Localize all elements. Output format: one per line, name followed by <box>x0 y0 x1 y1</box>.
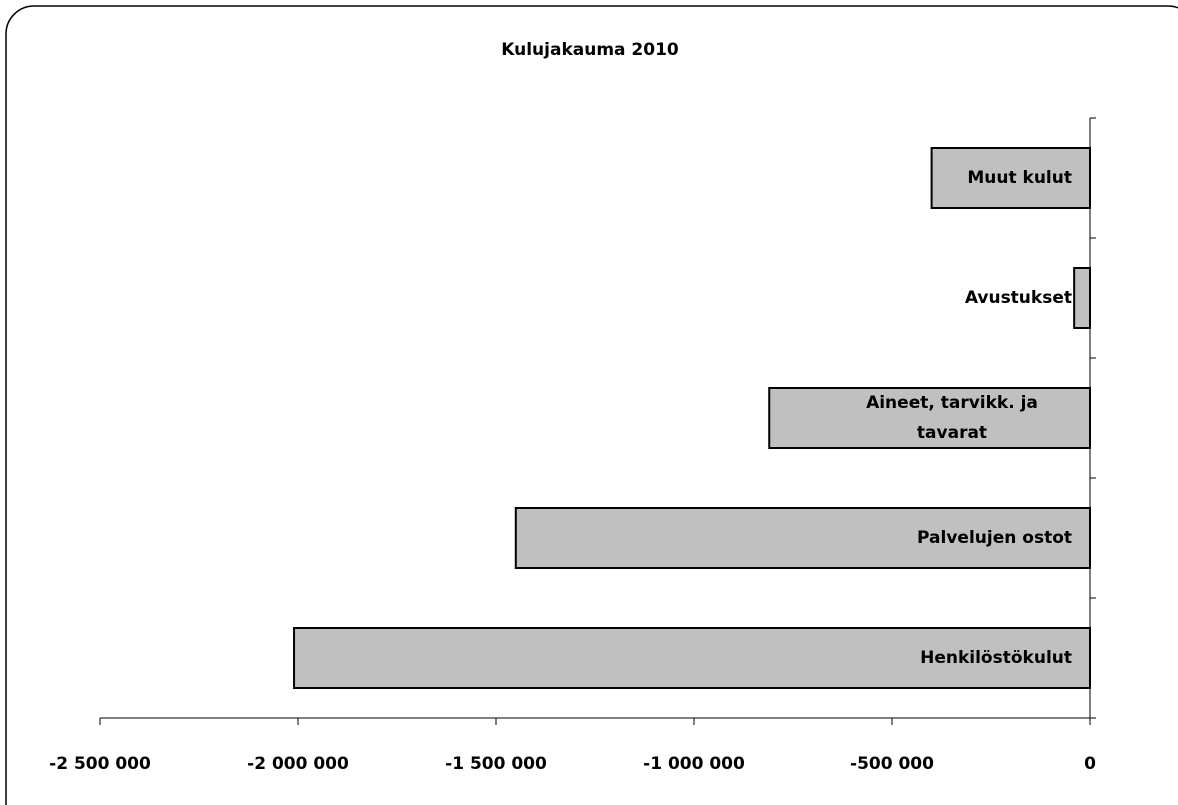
category-label: Muut kulut <box>967 168 1072 188</box>
x-tick-label: -1 500 000 <box>445 754 547 774</box>
x-tick-label: -1 000 000 <box>643 754 745 774</box>
category-label: Palvelujen ostot <box>917 528 1072 548</box>
bar <box>293 627 1092 689</box>
chart-title: Kulujakauma 2010 <box>501 40 679 60</box>
category-label: Henkilöstökulut <box>920 648 1072 668</box>
bar <box>514 507 1091 569</box>
bar <box>768 387 1091 449</box>
bar <box>930 147 1091 209</box>
x-tick-label: -500 000 <box>850 754 934 774</box>
x-tick-label: 0 <box>1084 754 1096 774</box>
x-tick-label: -2 500 000 <box>49 754 151 774</box>
category-label: Aineet, tarvikk. ja tavarat <box>866 393 1038 443</box>
chart-border <box>5 5 1178 805</box>
category-label: Avustukset <box>964 288 1072 308</box>
x-tick-label: -2 000 000 <box>247 754 349 774</box>
bar <box>1073 267 1092 329</box>
